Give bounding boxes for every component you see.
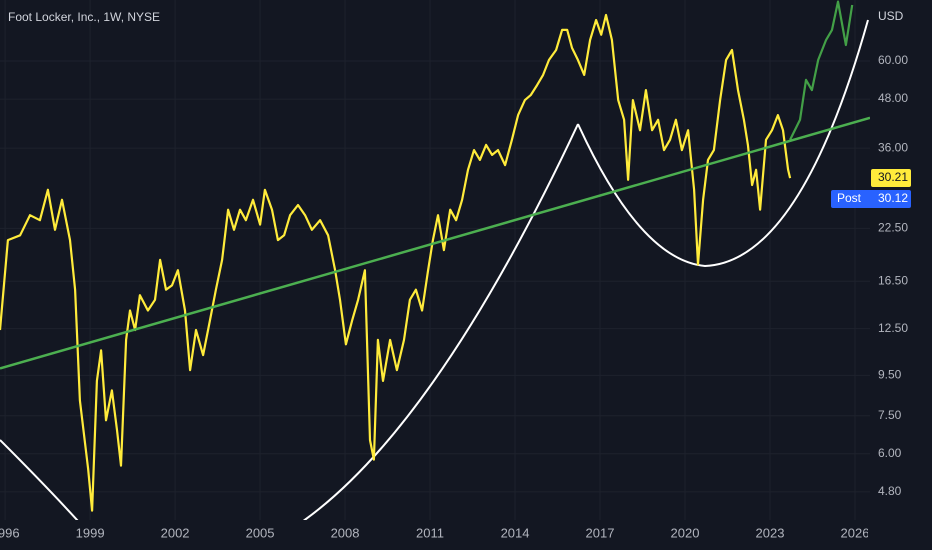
y-tick-label: 60.00 [878, 53, 908, 67]
price-line [0, 116, 870, 370]
x-tick-label: 2020 [671, 525, 700, 540]
y-tick-label: 12.50 [878, 321, 908, 335]
y-tick-label: 16.50 [878, 273, 908, 287]
x-tick-label: 2002 [161, 525, 190, 540]
x-tick-label: 2017 [586, 525, 615, 540]
post-price-label: 30.12 [878, 191, 908, 205]
y-tick-label: 6.00 [878, 446, 902, 460]
x-tick-label: 2023 [756, 525, 785, 540]
y-tick-label: 4.80 [878, 484, 902, 498]
chart-title: Foot Locker, Inc., 1W, NYSE [8, 10, 160, 24]
last-price-label: 30.21 [878, 170, 908, 184]
x-tick-label: 2008 [331, 525, 360, 540]
price-line [0, 13, 792, 512]
cup-curve [302, 123, 579, 520]
price-line [789, 0, 854, 141]
y-tick-label: 36.00 [878, 140, 908, 154]
currency-label: USD [878, 9, 904, 23]
y-tick-label: 48.00 [878, 91, 908, 105]
post-label: Post [837, 191, 862, 205]
y-tick-label: 9.50 [878, 368, 902, 382]
y-tick-label: 22.50 [878, 220, 908, 234]
x-tick-label: 2026 [841, 525, 870, 540]
handle-curve [577, 19, 869, 268]
x-tick-label: 2005 [246, 525, 275, 540]
x-tick-label: 2014 [501, 525, 530, 540]
x-tick-label: 2011 [416, 525, 444, 540]
x-axis: 1996 1999 2002 2005 2008 2011 2014 2017 2020 2023… [0, 525, 870, 540]
cup-curve [0, 439, 79, 520]
y-tick-label: 7.50 [878, 408, 902, 422]
x-tick-label: 1999 [76, 525, 105, 540]
post-tag [831, 190, 911, 209]
plot [0, 0, 870, 520]
last-price-tag [871, 169, 911, 188]
grid [0, 0, 870, 520]
x-tick-label: 1996 [0, 525, 20, 540]
